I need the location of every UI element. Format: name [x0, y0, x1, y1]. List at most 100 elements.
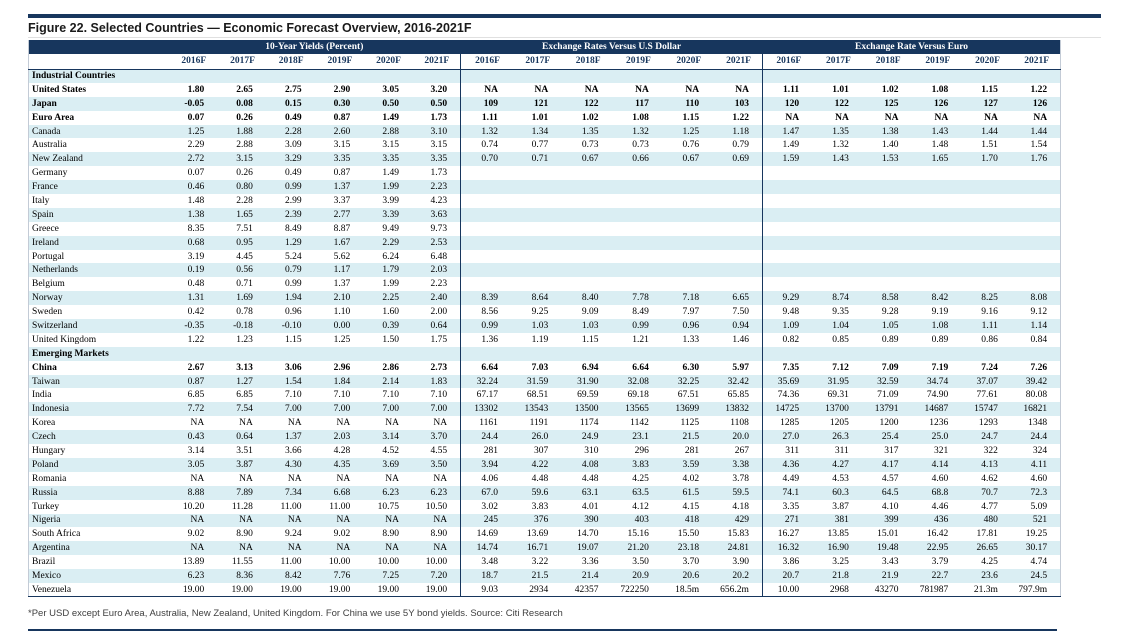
value-cell: NA: [534, 84, 549, 95]
value-cell: 13.85: [827, 529, 849, 540]
value-cell: 1.40: [881, 140, 899, 151]
value-cell: 64.5: [861, 485, 912, 500]
value-cell: [911, 207, 962, 222]
table-row: France 0.46 0.80 0.99 1.37 1.99 2.23: [28, 180, 1061, 195]
value-cell: 1.09: [761, 319, 813, 333]
value-cell: [611, 235, 662, 250]
table-row: Venezuela 19.00 19.00 19.00 19.00 19.00 19.00 9…: [29, 582, 1061, 597]
value-cell: 1.73: [430, 168, 448, 179]
year-header: 2017F: [510, 54, 562, 70]
value-cell: 0.86: [981, 334, 998, 345]
year-header: 2021F: [712, 54, 763, 70]
value-cell: 1.01: [531, 112, 549, 123]
value-cell: [862, 250, 912, 264]
value-cell: [761, 180, 813, 195]
value-cell: NA: [190, 418, 205, 429]
value-cell: [812, 180, 862, 195]
value-cell: [460, 221, 511, 236]
value-cell: 13302: [460, 402, 511, 417]
value-cell: 8.58: [861, 291, 912, 306]
value-cell: 4.53: [832, 473, 849, 484]
value-cell: 9.12: [1030, 307, 1048, 318]
value-cell: [712, 207, 763, 222]
value-cell: 25.4: [861, 430, 912, 445]
value-cell: 2.10: [314, 291, 364, 306]
value-cell: [861, 180, 912, 195]
value-cell: 0.99: [460, 319, 511, 333]
value-cell: [1011, 222, 1061, 236]
country-cell: Portugal: [32, 251, 65, 262]
value-cell: 8.39: [460, 291, 511, 306]
value-cell: NA: [363, 513, 412, 528]
value-cell: [862, 222, 912, 236]
value-cell: 3.69: [363, 457, 412, 472]
table-row: Belgium 0.48 0.71 0.99 1.37 1.99 2.23: [29, 277, 1061, 292]
value-cell: 63.5: [611, 485, 662, 500]
table-row: Mexico 6.23 8.36 8.42 7.76 7.25 7.20 18.7 21.5 21…: [28, 569, 1061, 583]
value-cell: 20.9: [611, 569, 662, 583]
value-cell: [761, 263, 813, 278]
value-cell: 72.3: [1010, 485, 1061, 500]
value-cell: 2.28: [265, 124, 315, 139]
value-cell: [661, 180, 713, 195]
value-cell: 31.90: [561, 374, 612, 389]
value-cell: 1.94: [265, 291, 315, 306]
value-cell: 3.50: [632, 557, 649, 568]
value-cell: 1.34: [510, 124, 562, 139]
value-cell: 8.88: [168, 485, 218, 500]
value-cell: 2.73: [430, 362, 448, 373]
value-cell: 4.02: [682, 473, 700, 484]
value-cell: 23.1: [611, 430, 662, 445]
value-cell: 2934: [529, 584, 549, 595]
value-cell: 3.25: [832, 557, 849, 568]
value-cell: 5.09: [1030, 501, 1048, 512]
value-cell: 8.90: [382, 529, 399, 540]
value-cell: 23.18: [661, 541, 713, 556]
value-cell: 80.08: [1025, 390, 1048, 401]
value-cell: 0.39: [363, 319, 412, 333]
table-row: Norway 1.31 1.69 1.94 2.10 2.25 2.40 8.39 8.64 8.…: [28, 291, 1061, 306]
value-cell: 21.9: [861, 569, 912, 583]
value-cell: 9.48: [761, 305, 813, 320]
value-cell: 2.29: [363, 235, 412, 250]
country-cell: Argentina: [28, 541, 169, 556]
value-cell: -0.18: [217, 319, 266, 333]
value-cell: 7.78: [611, 291, 662, 306]
value-cell: 1.02: [881, 84, 899, 95]
value-cell: NA: [385, 473, 399, 484]
value-cell: [510, 207, 562, 222]
country-cell: Mexico: [28, 569, 169, 583]
value-cell: 1.73: [430, 112, 448, 123]
value-cell: 4.60: [1030, 473, 1048, 484]
value-cell: 4.52: [382, 445, 399, 456]
value-cell: [460, 207, 511, 222]
table-row: Poland 3.05 3.87 4.30 4.35 3.69 3.50 3.94 4.22 4.…: [28, 457, 1061, 472]
value-cell: 13832: [712, 402, 763, 417]
value-cell: 8.64: [510, 291, 562, 306]
value-cell: 13.89: [182, 557, 205, 568]
value-cell: 296: [634, 445, 649, 456]
table-body: Industrial Countries United States 1.80 2.6…: [28, 69, 1061, 597]
value-cell: 3.38: [712, 457, 763, 472]
value-cell: [861, 235, 912, 250]
value-cell: 13700: [812, 402, 862, 417]
country-cell: Czech: [28, 430, 169, 445]
value-cell: 14687: [911, 402, 962, 417]
table-row: Taiwan 0.87 1.27 1.54 1.84 2.14 1.83 32.24 31.59…: [28, 374, 1061, 389]
value-cell: 3.59: [661, 457, 713, 472]
value-cell: 1.83: [411, 374, 461, 389]
value-cell: 0.96: [661, 319, 713, 333]
value-cell: 7.10: [382, 390, 399, 401]
value-cell: 0.99: [284, 279, 302, 290]
value-cell: 24.5: [1010, 569, 1061, 583]
value-cell: 2.86: [382, 362, 399, 373]
table-row: Ireland 0.68 0.95 1.29 1.67 2.29 2.53: [28, 235, 1061, 250]
value-cell: 8.90: [236, 529, 253, 540]
value-cell: 7.00: [314, 402, 364, 417]
year-header: 2018F: [861, 54, 912, 70]
value-cell: 7.18: [661, 291, 713, 306]
value-cell: NA: [385, 418, 399, 429]
value-cell: [510, 180, 562, 195]
value-cell: 0.66: [611, 152, 662, 167]
value-cell: [561, 207, 612, 222]
